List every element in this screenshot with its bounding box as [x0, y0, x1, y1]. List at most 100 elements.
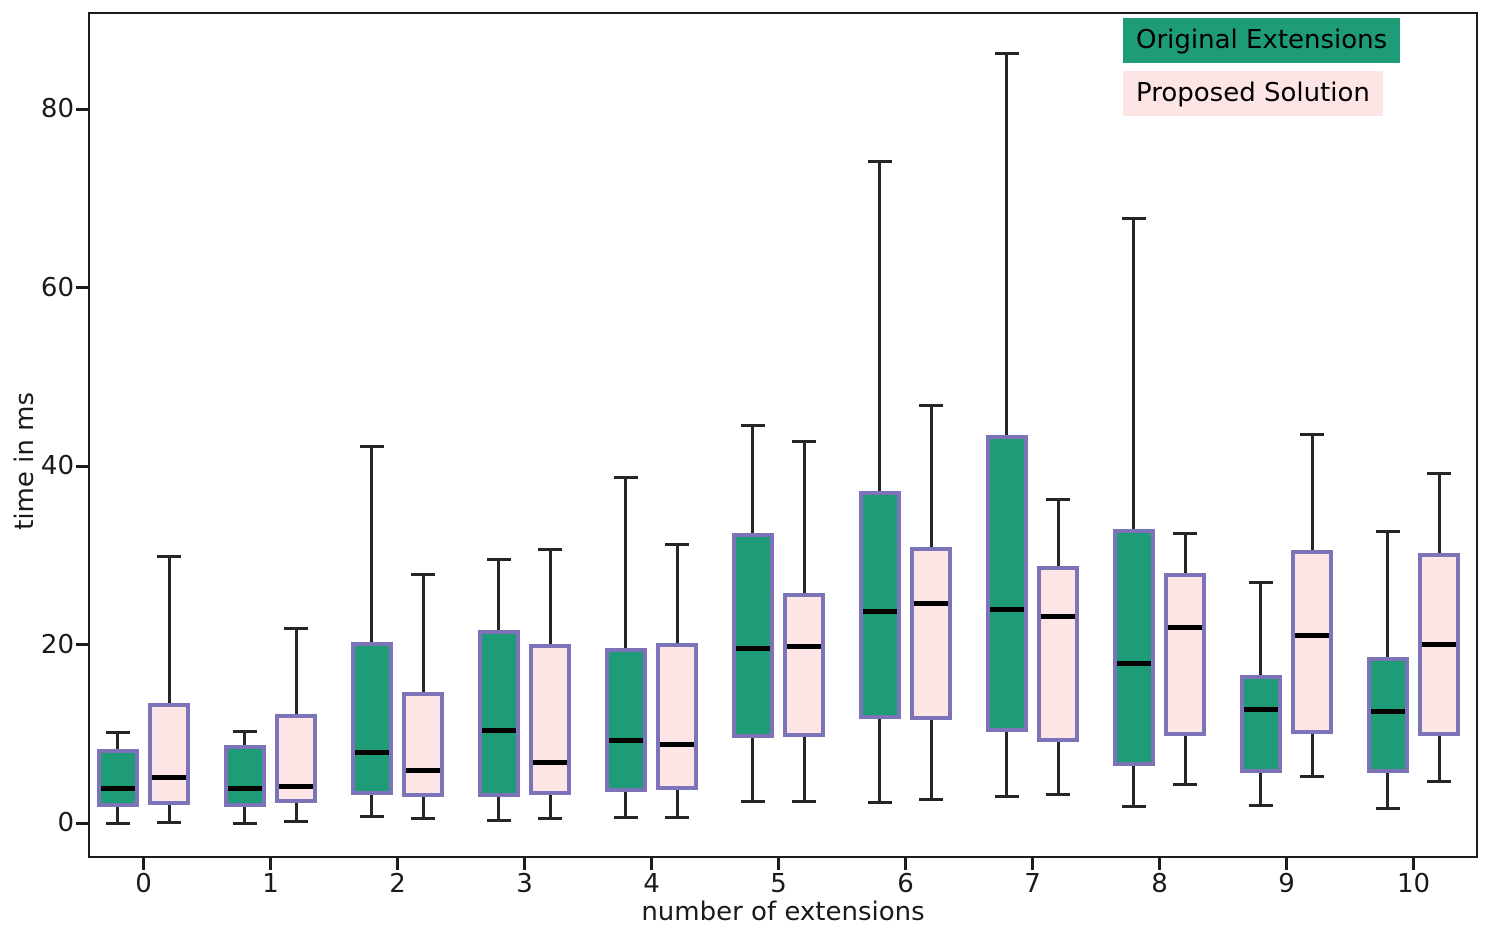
box-proposed-cat3	[529, 643, 572, 796]
whisker-cap-bottom-proposed-cat3	[538, 817, 563, 821]
whisker-cap-bottom-proposed-cat6	[919, 798, 944, 802]
x-tick-label: 6	[897, 869, 914, 899]
whisker-upper-proposed-cat4	[675, 544, 679, 643]
box-original-cat8	[1112, 529, 1155, 766]
whisker-upper-proposed-cat9	[1310, 434, 1314, 550]
whisker-lower-proposed-cat7	[1056, 741, 1060, 795]
plot-border	[88, 12, 1478, 858]
whisker-cap-bottom-proposed-cat7	[1046, 792, 1071, 796]
whisker-lower-proposed-cat3	[548, 795, 552, 819]
whisker-upper-original-cat7	[1005, 53, 1009, 435]
median-original-cat7	[989, 607, 1024, 613]
x-tick-label: 4	[643, 869, 660, 899]
whisker-lower-original-cat4	[624, 791, 628, 818]
box-proposed-cat0	[148, 702, 191, 806]
x-tick-label: 1	[262, 869, 279, 899]
whisker-upper-proposed-cat0	[167, 556, 171, 703]
whisker-cap-bottom-proposed-cat4	[665, 816, 690, 820]
y-tick-label: 40	[40, 451, 74, 481]
whisker-lower-original-cat6	[878, 718, 882, 803]
whisker-upper-original-cat5	[751, 425, 755, 533]
whisker-cap-top-original-cat7	[994, 52, 1019, 56]
box-original-cat1	[223, 745, 266, 807]
median-original-cat10	[1370, 708, 1405, 714]
x-tick-mark	[1412, 858, 1415, 870]
median-proposed-cat0	[152, 774, 187, 780]
y-tick-mark	[76, 286, 88, 289]
whisker-upper-proposed-cat2	[421, 574, 425, 692]
median-original-cat5	[735, 646, 770, 652]
median-original-cat8	[1116, 660, 1151, 666]
median-original-cat4	[608, 738, 643, 744]
whisker-upper-original-cat1	[243, 731, 247, 746]
whisker-cap-top-proposed-cat5	[792, 439, 817, 443]
median-original-cat1	[227, 785, 262, 791]
x-axis-label: number of extensions	[641, 897, 925, 927]
whisker-cap-top-original-cat9	[1248, 581, 1273, 585]
box-proposed-cat8	[1164, 573, 1207, 737]
box-original-cat7	[985, 434, 1028, 732]
x-tick-mark	[1031, 858, 1034, 870]
whisker-upper-proposed-cat8	[1183, 533, 1187, 574]
y-tick-label: 80	[40, 94, 74, 124]
x-tick-mark	[269, 858, 272, 870]
median-proposed-cat5	[787, 643, 822, 649]
legend-entry-proposed-solution: Proposed Solution	[1123, 71, 1383, 116]
whisker-lower-proposed-cat8	[1183, 736, 1187, 785]
whisker-upper-proposed-cat10	[1437, 473, 1441, 553]
x-tick-label: 3	[516, 869, 533, 899]
x-tick-label: 2	[389, 869, 406, 899]
whisker-upper-original-cat4	[624, 477, 628, 649]
whisker-lower-original-cat9	[1259, 773, 1263, 806]
median-proposed-cat2	[406, 767, 441, 773]
box-proposed-cat9	[1291, 549, 1334, 734]
y-tick-mark	[76, 464, 88, 468]
whisker-cap-bottom-original-cat0	[105, 821, 130, 825]
y-tick-label: 20	[40, 629, 74, 660]
box-original-cat0	[96, 748, 139, 807]
whisker-cap-top-proposed-cat9	[1300, 433, 1325, 437]
box-original-cat10	[1366, 656, 1409, 773]
y-tick-mark	[76, 107, 88, 111]
whisker-cap-bottom-original-cat5	[740, 800, 765, 804]
box-proposed-cat7	[1037, 565, 1080, 742]
whisker-cap-bottom-proposed-cat9	[1300, 775, 1325, 779]
median-proposed-cat8	[1168, 625, 1203, 631]
whisker-cap-top-original-cat5	[740, 424, 765, 428]
whisker-cap-bottom-proposed-cat2	[411, 817, 436, 821]
x-tick-mark	[904, 858, 907, 870]
x-tick-label: 8	[1151, 869, 1168, 899]
whisker-cap-top-proposed-cat10	[1427, 471, 1452, 475]
median-proposed-cat1	[279, 783, 314, 789]
whisker-lower-original-cat10	[1386, 773, 1390, 809]
box-proposed-cat1	[275, 714, 318, 804]
box-proposed-cat6	[910, 547, 953, 721]
x-tick-label: 5	[770, 869, 787, 899]
legend-entry-original-extensions: Original Extensions	[1123, 18, 1401, 63]
x-tick-mark	[777, 858, 780, 870]
whisker-upper-original-cat3	[497, 559, 501, 631]
whisker-cap-bottom-proposed-cat5	[792, 800, 817, 804]
box-proposed-cat5	[783, 592, 826, 738]
whisker-cap-bottom-original-cat3	[486, 818, 511, 822]
whisker-cap-top-proposed-cat2	[411, 573, 436, 577]
whisker-lower-original-cat1	[243, 806, 247, 823]
box-proposed-cat4	[656, 642, 699, 790]
whisker-cap-bottom-original-cat7	[994, 794, 1019, 798]
whisker-cap-top-original-cat2	[359, 444, 384, 448]
whisker-cap-top-original-cat10	[1375, 529, 1400, 533]
whisker-cap-top-proposed-cat4	[665, 543, 690, 547]
median-original-cat3	[481, 727, 516, 733]
x-tick-mark	[396, 858, 399, 870]
whisker-lower-original-cat2	[370, 795, 374, 817]
whisker-lower-original-cat8	[1132, 765, 1136, 807]
whisker-lower-original-cat7	[1005, 731, 1009, 797]
whisker-upper-original-cat8	[1132, 218, 1136, 530]
whisker-lower-proposed-cat2	[421, 797, 425, 819]
whisker-upper-original-cat9	[1259, 582, 1263, 675]
whisker-cap-bottom-original-cat4	[613, 816, 638, 820]
whisker-upper-original-cat6	[878, 161, 882, 491]
median-proposed-cat4	[660, 741, 695, 747]
whisker-cap-bottom-proposed-cat8	[1173, 783, 1198, 787]
